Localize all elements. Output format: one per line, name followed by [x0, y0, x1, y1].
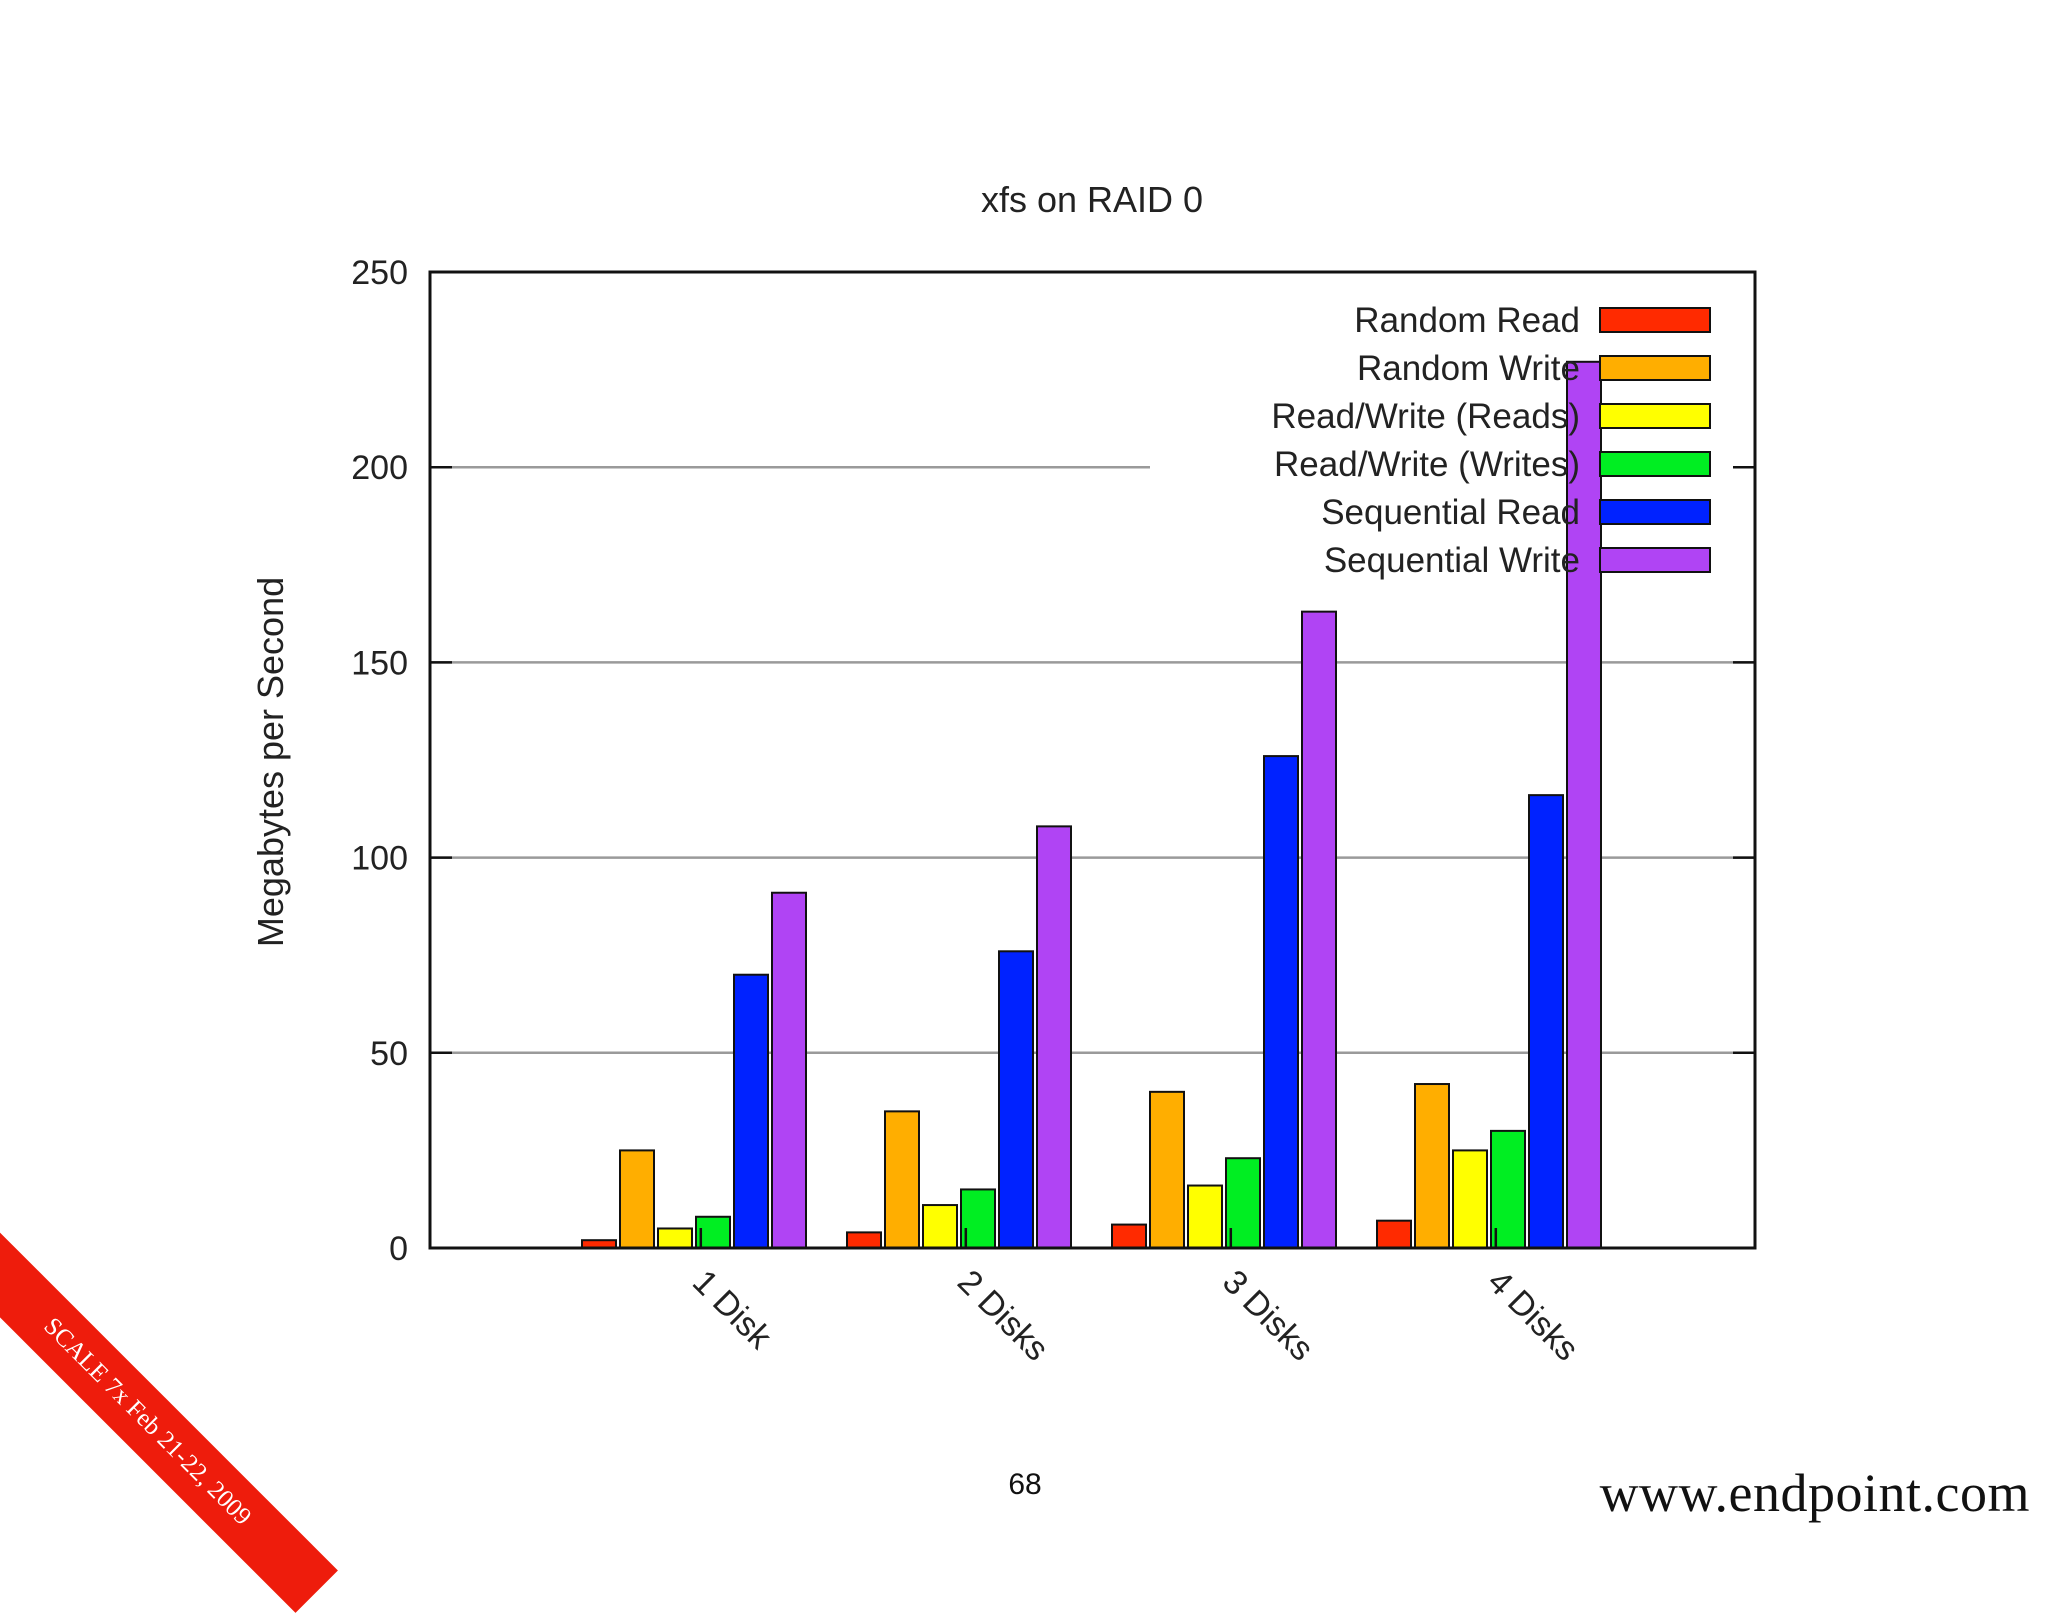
- bar: [733, 973, 769, 1249]
- bar: [922, 1204, 958, 1250]
- legend-swatch: [1599, 403, 1711, 429]
- bar: [1187, 1184, 1223, 1250]
- legend-swatch: [1599, 451, 1711, 477]
- page-number: 68: [1008, 1468, 1042, 1501]
- bar: [1301, 610, 1337, 1249]
- x-tick-label: 4 Disks: [1480, 1263, 1586, 1369]
- bar: [998, 950, 1034, 1250]
- legend-label: Random Write: [1357, 349, 1580, 388]
- x-tick-label: 1 Disk: [685, 1263, 779, 1357]
- bar-chart: xfs on RAID 0 Megabytes per Second 0 50 10…: [250, 179, 1757, 1369]
- bar: [884, 1110, 920, 1249]
- bar: [1149, 1090, 1185, 1249]
- bar: [619, 1149, 655, 1250]
- y-tick-label: 0: [389, 1230, 408, 1268]
- bar: [1263, 755, 1299, 1249]
- bar: [846, 1231, 882, 1250]
- x-tick-label: 2 Disks: [950, 1263, 1056, 1369]
- y-axis-label: Megabytes per Second: [250, 577, 291, 947]
- x-tick-label: 3 Disks: [1215, 1263, 1321, 1369]
- bar: [1414, 1083, 1450, 1249]
- legend-swatch: [1599, 547, 1711, 573]
- y-tick-label: 50: [370, 1035, 408, 1073]
- slide: xfs on RAID 0 Megabytes per Second 0 50 10…: [0, 179, 2030, 1613]
- legend-swatch: [1599, 355, 1711, 381]
- y-tick-label: 250: [351, 254, 408, 292]
- bar: [1452, 1149, 1488, 1250]
- bar: [1036, 825, 1072, 1249]
- legend-label: Read/Write (Writes): [1274, 445, 1580, 484]
- y-tick-label: 200: [351, 449, 408, 487]
- legend-swatch: [1599, 499, 1711, 525]
- legend-swatch: [1599, 307, 1711, 333]
- y-tick-label: 150: [351, 644, 408, 682]
- bar: [1528, 794, 1564, 1249]
- bar: [657, 1227, 693, 1249]
- legend: Random Read Random Write Read/Write (Reads…: [1271, 301, 1711, 580]
- legend-label: Sequential Read: [1321, 493, 1580, 532]
- legend-label: Read/Write (Reads): [1271, 397, 1580, 436]
- y-tick-label: 100: [351, 840, 408, 878]
- plot-frame: [428, 270, 1757, 1250]
- bars: [581, 360, 1602, 1250]
- bar: [1376, 1219, 1412, 1249]
- chart-title: xfs on RAID 0: [981, 179, 1203, 220]
- site-url: www.endpoint.com: [1599, 1463, 2030, 1523]
- legend-label: Sequential Write: [1324, 541, 1580, 580]
- bar: [1111, 1223, 1147, 1250]
- legend-label: Random Read: [1354, 301, 1580, 340]
- bar: [771, 891, 807, 1250]
